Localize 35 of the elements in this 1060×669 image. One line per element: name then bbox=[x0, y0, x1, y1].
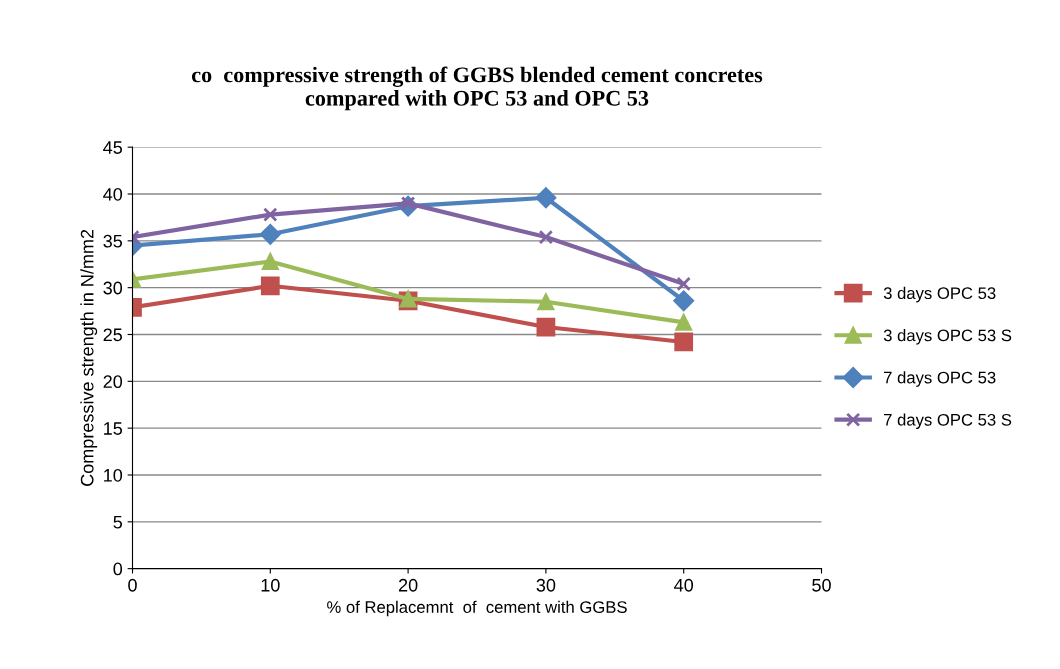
y-tick-label: 0 bbox=[113, 562, 123, 576]
point bbox=[535, 187, 557, 209]
legend-label: 7 days OPC 53 S bbox=[884, 413, 1012, 429]
point bbox=[261, 252, 279, 270]
legend-label: 3 days OPC 53 bbox=[883, 286, 996, 303]
y-tick-label: 35 bbox=[103, 234, 123, 248]
y-tick-label: 20 bbox=[103, 375, 123, 389]
legend-label: 3 days OPC 53 S bbox=[883, 329, 1012, 345]
x-tick-label: 30 bbox=[536, 578, 556, 592]
y-tick-label: 15 bbox=[104, 422, 123, 435]
y-tick-label: 25 bbox=[103, 328, 123, 342]
y-tick-label: 5 bbox=[113, 515, 123, 529]
point bbox=[537, 293, 555, 311]
point bbox=[675, 313, 693, 331]
x-axis-title: % of Replacemnt of cement with GGBS bbox=[327, 600, 627, 617]
y-tick-label: 40 bbox=[103, 187, 123, 201]
x-tick-label: 10 bbox=[261, 578, 280, 592]
point bbox=[263, 207, 278, 222]
point bbox=[538, 229, 554, 245]
point bbox=[260, 276, 280, 296]
x-tick-label: 50 bbox=[812, 578, 831, 592]
x-tick-label: 20 bbox=[398, 578, 418, 592]
y-tick-label: 30 bbox=[103, 281, 123, 295]
y-tick-label: 10 bbox=[104, 468, 123, 482]
point bbox=[536, 317, 556, 337]
point bbox=[673, 290, 695, 312]
chart-title: co compressive strength of GGBS blended cement concretes compared with OPC 53 and OPC 53 bbox=[191, 66, 763, 111]
x-tick-label: 0 bbox=[128, 578, 137, 592]
x-tick-label: 40 bbox=[674, 578, 694, 592]
point bbox=[674, 332, 694, 352]
point bbox=[676, 276, 691, 292]
y-tick-label: 45 bbox=[103, 141, 123, 154]
point bbox=[259, 223, 281, 245]
legend-label: 7 days OPC 53 bbox=[884, 371, 996, 387]
y-axis-title: Compressive strength in N/mm2 bbox=[80, 229, 98, 486]
